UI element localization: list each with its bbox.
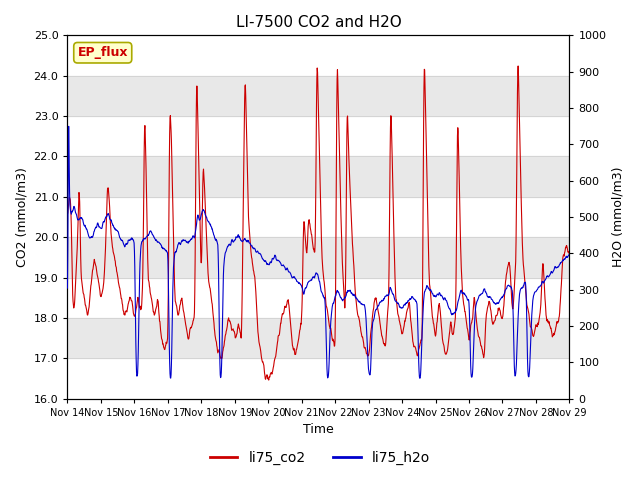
Title: LI-7500 CO2 and H2O: LI-7500 CO2 and H2O	[236, 15, 401, 30]
X-axis label: Time: Time	[303, 423, 334, 436]
Bar	[67, 156, 570, 197]
Bar	[67, 76, 570, 116]
Bar	[67, 318, 570, 358]
Bar	[67, 237, 570, 277]
Y-axis label: H2O (mmol/m3): H2O (mmol/m3)	[612, 167, 625, 267]
Y-axis label: CO2 (mmol/m3): CO2 (mmol/m3)	[15, 167, 28, 267]
Legend: li75_co2, li75_h2o: li75_co2, li75_h2o	[204, 445, 436, 471]
Text: EP_flux: EP_flux	[77, 46, 128, 59]
